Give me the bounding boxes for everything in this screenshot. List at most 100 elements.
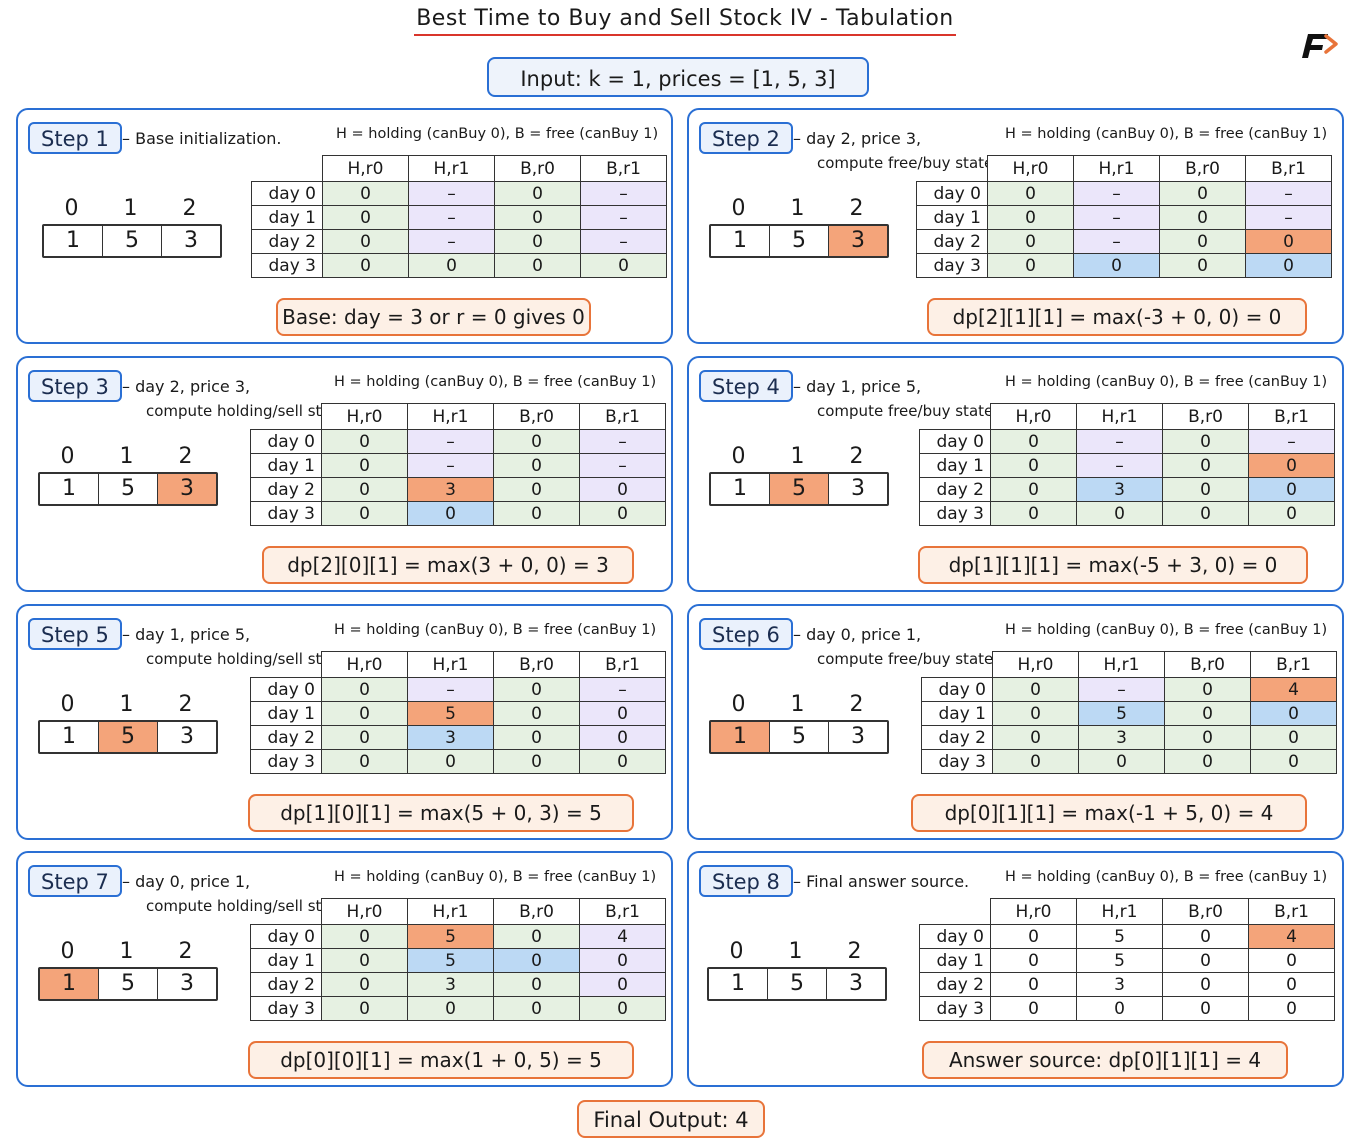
dp-cell: 0	[321, 996, 408, 1021]
dp-cell: 0	[579, 501, 666, 526]
array-index: 2	[178, 444, 193, 469]
state-legend: H = holding (canBuy 0), B = free (canBuy…	[1005, 126, 1328, 142]
dp-cell: –	[407, 677, 494, 702]
dp-cell: 0	[1250, 725, 1337, 750]
dp-cell: 0	[493, 477, 580, 502]
dp-cell: 0	[321, 453, 408, 478]
dp-cell: 0	[990, 948, 1077, 973]
step-formula: dp[1][0][1] = max(5 + 0, 3) = 5	[248, 794, 634, 832]
row-label: day 0	[250, 429, 322, 454]
array-index: 0	[731, 196, 746, 221]
row-label: day 0	[916, 181, 988, 206]
row-label: day 0	[921, 677, 993, 702]
step-panel-3: Step 3– day 2, price 3, compute holding/s…	[16, 356, 673, 592]
dp-cell: –	[580, 229, 667, 254]
dp-cell: 0	[322, 205, 409, 230]
column-header: H,r1	[407, 898, 494, 925]
step-description-line2: compute free/buy state.	[817, 402, 999, 420]
dp-cell: 0	[1159, 205, 1246, 230]
table-row: day 2 0–0 0	[916, 229, 1332, 254]
array-index: 2	[849, 444, 864, 469]
price-cell: 1	[711, 226, 770, 256]
step-panel-6: Step 6– day 0, price 1, compute free/buy …	[687, 604, 1344, 840]
column-header: B,r0	[1159, 155, 1246, 182]
dp-cell: 0	[1245, 253, 1332, 278]
price-cell: 3	[180, 724, 194, 749]
table-row: day 1 0–0 0	[919, 453, 1335, 478]
dp-cell: 0	[990, 996, 1077, 1021]
step-panel-8: Step 8– Final answer source. H = holding …	[687, 851, 1344, 1087]
dp-cell: –	[579, 453, 666, 478]
dp-cell: 0	[1076, 501, 1163, 526]
price-cell: 3	[184, 228, 198, 253]
array-index: 1	[119, 939, 134, 964]
table-row: day 1 0–0–	[916, 205, 1332, 230]
dp-cell: 0	[1250, 749, 1337, 774]
step-description-line2: compute free/buy state.	[817, 650, 999, 668]
column-header: H,r1	[407, 651, 494, 678]
array-index: 0	[60, 444, 75, 469]
step-panel-5: Step 5– day 1, price 5, compute holding/s…	[16, 604, 673, 840]
array-index: 1	[119, 444, 134, 469]
column-header: B,r0	[494, 155, 581, 182]
array-index: 0	[60, 939, 75, 964]
step-description-line1: – day 2, price 3,	[122, 377, 251, 396]
column-header: H,r1	[1073, 155, 1160, 182]
dp-cell: 0	[990, 972, 1077, 997]
dp-cell: 0	[493, 972, 580, 997]
dp-cell: 0	[1162, 948, 1249, 973]
row-label: day 2	[250, 725, 322, 750]
dp-cell: 3	[1076, 477, 1163, 502]
array-index: 0	[60, 692, 75, 717]
array-index: 1	[790, 692, 805, 717]
table-corner	[252, 156, 323, 182]
column-header: H,r0	[321, 403, 408, 430]
dp-cell: 0	[579, 701, 666, 726]
dp-cell: 0	[987, 205, 1074, 230]
step-badge: Step 8	[699, 865, 793, 897]
row-label: day 0	[251, 181, 323, 206]
price-cell: 5	[99, 722, 158, 752]
dp-cell: –	[580, 205, 667, 230]
dp-cell: 0	[990, 429, 1077, 454]
dp-cell: 0	[1073, 253, 1160, 278]
array-index: 2	[849, 692, 864, 717]
step-badge: Step 6	[699, 618, 793, 650]
dp-cell: 0	[990, 453, 1077, 478]
dp-cell: 5	[407, 924, 494, 949]
dp-cell: –	[407, 429, 494, 454]
dp-cell: 0	[321, 501, 408, 526]
step-description-line1: – day 2, price 3,	[793, 129, 922, 148]
step-description-line1: – day 0, price 1,	[122, 872, 251, 891]
column-header: B,r0	[493, 651, 580, 678]
dp-cell: 0	[992, 749, 1079, 774]
brand-logo-icon	[1302, 34, 1338, 58]
column-header: B,r0	[493, 898, 580, 925]
step-badge: Step 5	[28, 618, 122, 650]
array-index: 2	[178, 692, 193, 717]
array-index: 2	[182, 196, 197, 221]
dp-cell: –	[1245, 181, 1332, 206]
table-row: day 0 0–0–	[251, 181, 667, 206]
dp-cell: 0	[494, 205, 581, 230]
dp-cell: –	[1076, 453, 1163, 478]
dp-cell: –	[1073, 229, 1160, 254]
dp-cell: 4	[579, 924, 666, 949]
step-formula: Base: day = 3 or r = 0 gives 0	[276, 298, 591, 336]
row-label: day 3	[250, 749, 322, 774]
price-cell: 1	[709, 969, 768, 999]
input-summary: Input: k = 1, prices = [1, 5, 3]	[487, 57, 869, 97]
dp-cell: 0	[579, 996, 666, 1021]
dp-cell: 0	[1159, 181, 1246, 206]
price-cell: 5	[770, 226, 829, 256]
dp-cell: –	[1073, 181, 1160, 206]
row-label: day 3	[919, 501, 991, 526]
dp-cell: 0	[321, 725, 408, 750]
